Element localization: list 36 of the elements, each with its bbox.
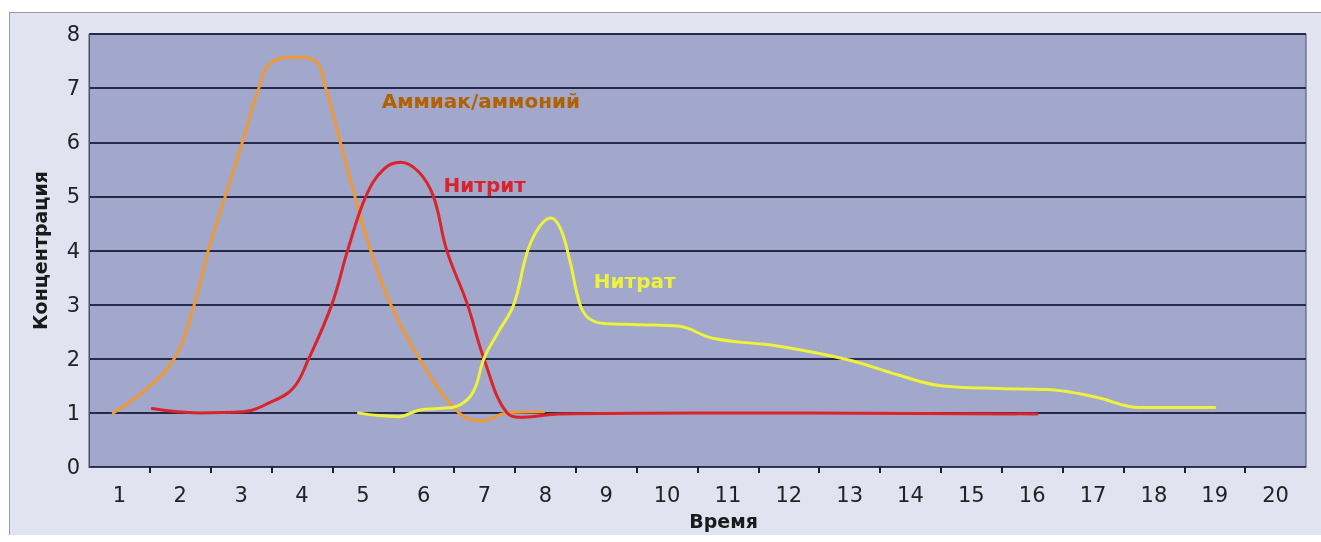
series-label: Нитрит: [443, 173, 527, 198]
y-tick-label: 4: [66, 238, 80, 263]
line-series: [150, 160, 1039, 419]
x-tick-label: 16: [1018, 482, 1046, 507]
x-tick-label: 14: [897, 482, 924, 507]
x-tick-label: 7: [477, 482, 492, 507]
line-series: [357, 216, 1217, 419]
x-tick-label: 19: [1201, 482, 1229, 507]
x-axis-title: Время: [689, 509, 758, 532]
x-tick-label: 11: [714, 482, 742, 507]
x-tick-label: 4: [295, 482, 309, 507]
x-tick-label: 18: [1140, 482, 1168, 507]
x-tick-label: 12: [775, 482, 803, 507]
x-tick-label: 3: [234, 482, 248, 507]
y-tick-label: 3: [66, 292, 80, 317]
x-tick-label: 20: [1262, 482, 1289, 507]
x-tick-label: 5: [356, 482, 370, 507]
y-tick-label: 6: [66, 130, 80, 155]
x-tick-label: 9: [599, 482, 613, 507]
y-tick-label: 5: [66, 184, 80, 209]
y-tick-label: 0: [66, 455, 80, 479]
x-tick-label: 6: [416, 482, 431, 507]
text: Аммиак/аммоний: [381, 89, 581, 114]
x-tick-label: 8: [538, 482, 553, 507]
series-label: Нитрат: [593, 269, 677, 294]
y-tick-label: 2: [66, 346, 80, 371]
x-tick-label: 1: [112, 482, 127, 507]
y-tick-label: 8: [66, 22, 80, 46]
x-tick-label: 17: [1079, 482, 1107, 507]
x-tick-label: 15: [957, 482, 985, 507]
x-tick-label: 10: [653, 482, 681, 507]
x-tick-label: 13: [836, 482, 863, 507]
y-axis-title: Концентрация: [28, 171, 51, 330]
y-tick-label: 1: [66, 400, 80, 425]
y-tick-label: 7: [66, 76, 80, 101]
x-tick-label: 2: [173, 482, 187, 507]
